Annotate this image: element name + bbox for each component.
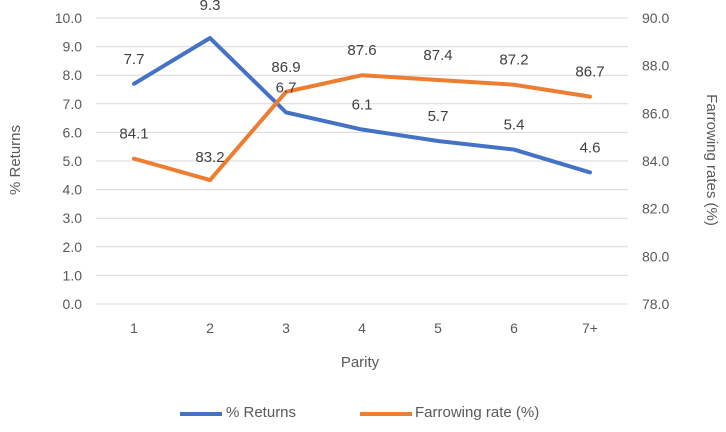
- y-right-tick-label: 88.0: [642, 58, 669, 74]
- x-tick-label: 6: [510, 320, 518, 336]
- y-left-tick-label: 0.0: [63, 296, 83, 312]
- y-left-tick-label: 3.0: [63, 210, 83, 226]
- data-label: 9.3: [200, 0, 221, 14]
- y-left-tick-label: 9.0: [63, 39, 83, 55]
- y-right-tick-label: 90.0: [642, 10, 669, 26]
- y-axis-left-title: % Returns: [7, 125, 24, 195]
- legend-label-farrowing: Farrowing rate (%): [415, 404, 539, 421]
- data-label: 6.1: [352, 97, 373, 114]
- x-axis: 1 2 3 4 5 6 7+: [130, 320, 598, 336]
- data-label: 4.6: [580, 139, 601, 156]
- y-axis-left: 0.0 1.0 2.0 3.0 4.0 5.0 6.0 7.0 8.0 9.0 10.0: [55, 10, 82, 312]
- data-label: 83.2: [195, 149, 224, 166]
- data-label: 86.7: [575, 64, 604, 81]
- y-left-tick-label: 2.0: [63, 239, 83, 255]
- data-label: 87.2: [499, 52, 528, 69]
- data-label: 7.7: [124, 51, 145, 68]
- x-tick-label: 2: [206, 320, 214, 336]
- data-label: 5.4: [504, 117, 525, 134]
- data-label: 87.6: [347, 42, 376, 59]
- data-label: 84.1: [119, 126, 148, 143]
- series-lines: [132, 36, 592, 183]
- x-tick-label: 7+: [582, 320, 598, 336]
- x-tick-label: 4: [358, 320, 366, 336]
- legend: % Returns Farrowing rate (%): [180, 404, 539, 421]
- y-left-tick-label: 8.0: [63, 67, 83, 83]
- y-left-tick-label: 4.0: [63, 182, 83, 198]
- data-label: 87.4: [423, 47, 452, 64]
- y-right-tick-label: 86.0: [642, 105, 669, 121]
- legend-label-returns: % Returns: [226, 404, 296, 421]
- data-label: 86.9: [271, 59, 300, 76]
- y-left-tick-label: 5.0: [63, 153, 83, 169]
- y-axis-right: 78.0 80.0 82.0 84.0 86.0 88.0 90.0: [642, 10, 669, 312]
- x-tick-label: 3: [282, 320, 290, 336]
- x-tick-label: 1: [130, 320, 138, 336]
- y-left-tick-label: 6.0: [63, 124, 83, 140]
- y-left-tick-label: 1.0: [63, 267, 83, 283]
- data-label: 6.7: [276, 79, 297, 96]
- x-tick-label: 5: [434, 320, 442, 336]
- y-right-tick-label: 82.0: [642, 201, 669, 217]
- y-left-tick-label: 10.0: [55, 10, 82, 26]
- data-label: 5.7: [428, 108, 449, 125]
- y-right-tick-label: 78.0: [642, 296, 669, 312]
- y-right-tick-label: 84.0: [642, 153, 669, 169]
- y-axis-right-title: Farrowing rates (%): [703, 94, 720, 226]
- data-labels: 7.7 9.3 6.7 6.1 5.7 5.4 4.6 84.1 83.2 86.9 87.6 87.…: [119, 0, 604, 166]
- y-right-tick-label: 80.0: [642, 248, 669, 264]
- x-axis-title: Parity: [341, 354, 380, 371]
- y-left-tick-label: 7.0: [63, 96, 83, 112]
